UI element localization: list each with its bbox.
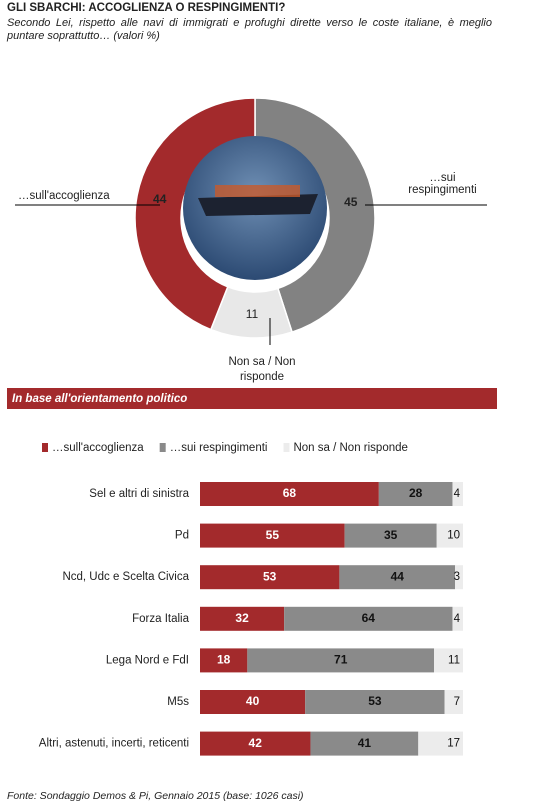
photo bbox=[183, 136, 327, 280]
bar-segment bbox=[200, 482, 379, 506]
bar-segment bbox=[200, 648, 248, 673]
bar-segment bbox=[436, 523, 463, 548]
donut-segment bbox=[134, 97, 256, 331]
category-label: Ncd, Udc e Scelta Civica bbox=[62, 571, 189, 583]
value-label: 68 bbox=[283, 486, 297, 500]
bar-segment bbox=[200, 690, 306, 714]
value-label: 55 bbox=[266, 528, 280, 542]
donut-label: …sui respingimenti bbox=[408, 172, 477, 196]
category-label: Sel e altri di sinistra bbox=[89, 488, 189, 500]
category-label: Lega Nord e FdI bbox=[106, 654, 189, 666]
title: GLI SBARCHI: ACCOGLIENZA O RESPINGIMENTI… bbox=[7, 2, 286, 14]
bar-segment bbox=[200, 606, 285, 631]
section-title: In base all'orientamento politico bbox=[12, 393, 187, 405]
bar-segment bbox=[434, 648, 463, 673]
value-label: 53 bbox=[263, 569, 277, 583]
value-label: 40 bbox=[246, 694, 260, 708]
legend-swatch bbox=[159, 443, 166, 452]
legend-label: …sui respingimenti bbox=[170, 442, 268, 454]
value-label: 45 bbox=[344, 195, 358, 209]
legend-label: Non sa / Non risponde bbox=[293, 442, 407, 454]
bar-segment bbox=[344, 523, 437, 548]
bar-segment bbox=[455, 565, 463, 590]
value-label: 7 bbox=[454, 696, 460, 708]
bar-segment bbox=[284, 606, 453, 631]
bar-segment bbox=[452, 482, 463, 506]
bar-segment bbox=[339, 565, 456, 590]
value-label: 44 bbox=[391, 569, 405, 583]
value-label: 28 bbox=[409, 486, 423, 500]
value-label: 11 bbox=[246, 307, 259, 321]
category-label: Forza Italia bbox=[132, 613, 189, 625]
bar-segment bbox=[310, 731, 419, 756]
value-label: 10 bbox=[447, 530, 460, 542]
value-label: 64 bbox=[362, 611, 376, 625]
bar-segment bbox=[200, 565, 340, 590]
value-label: 32 bbox=[235, 611, 249, 625]
value-label: 35 bbox=[384, 528, 398, 542]
bar-segment bbox=[418, 731, 463, 756]
bar-segment bbox=[200, 731, 311, 756]
value-label: 41 bbox=[358, 736, 372, 750]
value-label: 4 bbox=[454, 613, 461, 625]
donut-label: Non sa / Non risponde bbox=[228, 356, 296, 383]
category-label: Altri, astenuti, incerti, reticenti bbox=[39, 738, 189, 750]
bar-segment bbox=[452, 606, 463, 631]
category-label: Pd bbox=[175, 530, 189, 542]
bar-segment bbox=[444, 690, 463, 714]
value-label: 4 bbox=[454, 488, 461, 500]
legend-label: …sull'accoglienza bbox=[52, 442, 144, 454]
value-label: 71 bbox=[334, 653, 348, 667]
bar-segment bbox=[200, 523, 345, 548]
value-label: 18 bbox=[217, 653, 231, 667]
donut-label: …sull'accoglienza bbox=[18, 190, 110, 202]
source: Fonte: Sondaggio Demos & Pi, Gennaio 201… bbox=[7, 790, 304, 802]
legend-swatch bbox=[283, 443, 290, 452]
value-label: 17 bbox=[447, 738, 460, 750]
category-label: M5s bbox=[167, 696, 189, 708]
value-label: 11 bbox=[448, 654, 460, 666]
value-label: 53 bbox=[368, 694, 382, 708]
bar-segment bbox=[247, 648, 435, 673]
legend-swatch bbox=[42, 443, 48, 452]
value-label: 3 bbox=[454, 571, 460, 583]
bar-segment bbox=[305, 690, 445, 714]
subtitle: Secondo Lei, rispetto alle navi di immig… bbox=[7, 17, 492, 42]
bar-segment bbox=[378, 482, 453, 506]
value-label: 44 bbox=[153, 192, 167, 206]
value-label: 42 bbox=[249, 736, 263, 750]
section-band bbox=[7, 388, 497, 409]
